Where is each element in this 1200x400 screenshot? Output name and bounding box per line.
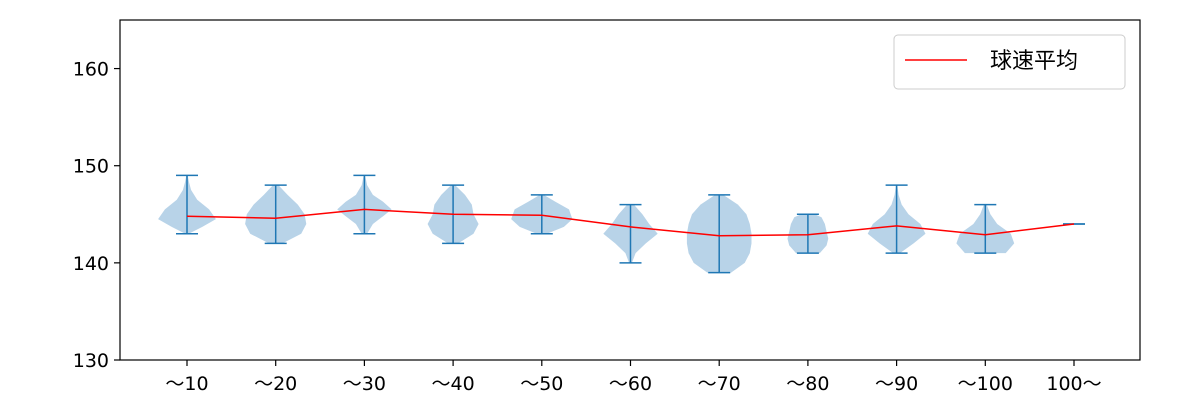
x-tick-label: 〜30 — [343, 373, 386, 395]
legend-box — [893, 34, 1126, 90]
x-tick-label: 〜90 — [875, 373, 918, 395]
legend-label-mean: 球速平均 — [990, 49, 1078, 74]
x-tick-label: 〜40 — [432, 373, 475, 395]
x-tick-label: 〜80 — [786, 373, 829, 395]
whisker-layer — [176, 174, 1085, 274]
x-tick-label: 〜60 — [609, 373, 652, 395]
y-tick-label: 140 — [73, 253, 109, 275]
y-axis: 130 140 150 160 — [73, 59, 120, 372]
violin-layer — [158, 175, 1015, 273]
y-tick-label: 150 — [73, 156, 109, 178]
x-tick-label: 〜100 — [958, 373, 1013, 395]
x-axis: 〜10 〜20 〜30 〜40 〜50 〜60 〜70 〜80 〜90 〜100 100〜 — [165, 360, 1102, 395]
mean-speed-line — [186, 208, 1075, 237]
y-tick-label: 130 — [73, 350, 109, 372]
y-tick-label: 160 — [73, 59, 109, 81]
x-tick-label: 100〜 — [1046, 373, 1101, 395]
x-tick-label: 〜20 — [254, 373, 297, 395]
x-tick-label: 〜70 — [698, 373, 741, 395]
legend: 球速平均 — [893, 34, 1126, 90]
x-tick-label: 〜10 — [165, 373, 208, 395]
x-tick-label: 〜50 — [520, 373, 563, 395]
